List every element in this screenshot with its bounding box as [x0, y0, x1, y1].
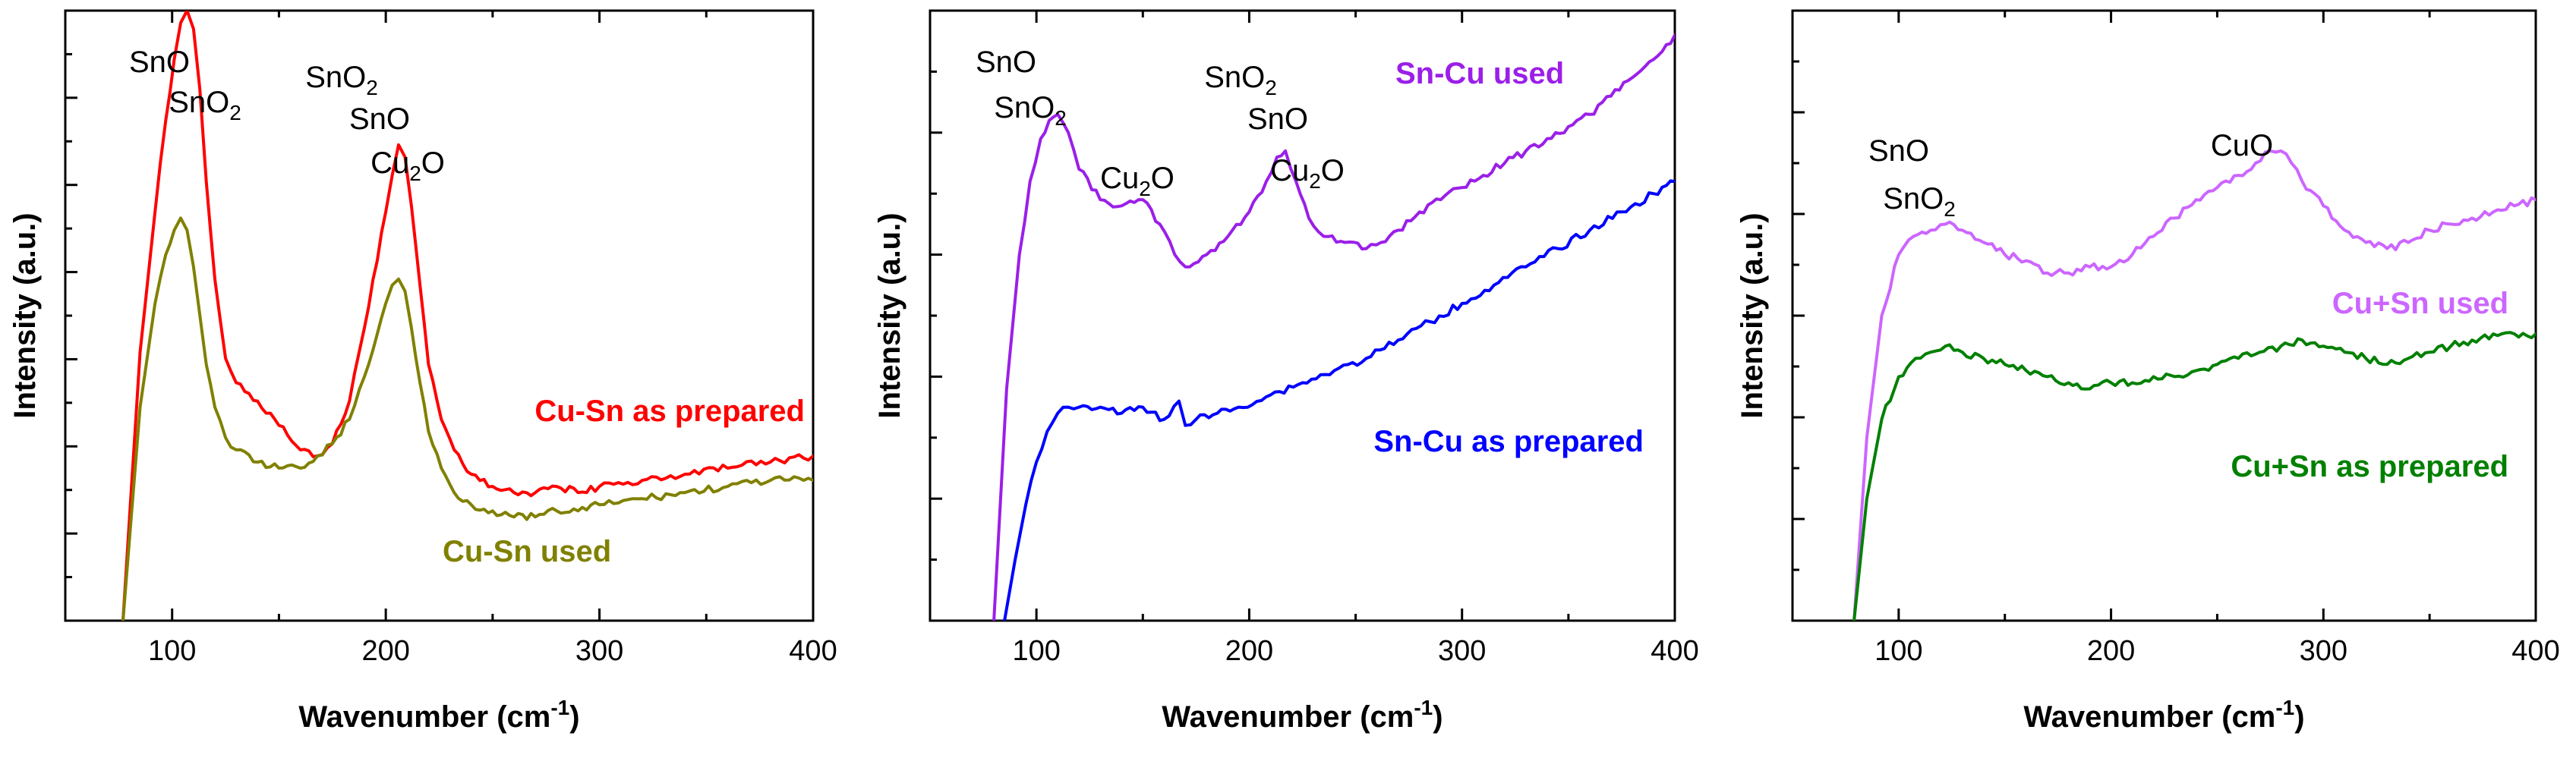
legend-label: Cu-Sn used: [443, 535, 611, 568]
peak-annotation-main: SnO: [1883, 182, 1944, 215]
peak-annotation-main: SnO: [1204, 61, 1265, 94]
series-line-2: [1003, 179, 1675, 621]
chart-panel-2: 100 200 300 400 Wavenumber (cm-1) Intensity (…: [873, 9, 1699, 734]
x-tick-label: 100: [148, 635, 196, 667]
chart-panel-1: 100 200 300 400 Wavenumber (cm-1) Intensity (…: [8, 9, 837, 734]
series-line-2: [121, 216, 813, 621]
peak-annotation-sub: 2: [1139, 177, 1151, 200]
x-tick-label: 300: [2300, 635, 2347, 667]
peak-annotation-main: SnO: [976, 46, 1036, 79]
peak-annotation-main: Cu: [370, 146, 409, 180]
x-axis-title-main: Wavenumber (cm: [1162, 700, 1414, 734]
peak-annotation-main: SnO: [305, 61, 366, 94]
x-axis-title-sup: -1: [2275, 696, 2294, 719]
peak-annotation: SnO2: [169, 86, 241, 124]
x-tick-label: 400: [1651, 635, 1698, 667]
series-line-2: [1852, 331, 2536, 621]
peak-annotation: SnO2: [1204, 61, 1277, 99]
peak-annotation: SnO: [129, 46, 190, 79]
peak-annotation-main: CuO: [2211, 129, 2273, 162]
chart-panel-3: 100 200 300 400 Wavenumber (cm-1) Intensity (…: [1736, 9, 2560, 734]
peak-annotation-sub: 2: [366, 76, 378, 99]
x-tick-label: 200: [1225, 635, 1273, 667]
x-axis-title-sup: -1: [550, 696, 569, 719]
peak-annotation-sub: 2: [409, 162, 421, 185]
legend-label: Cu+Sn as prepared: [2231, 450, 2508, 483]
x-tick-label: 100: [1012, 635, 1060, 667]
x-axis-title: Wavenumber (cm-1): [1162, 696, 1442, 734]
x-axis-title: Wavenumber (cm-1): [298, 696, 579, 734]
peak-annotation-main: Cu: [1100, 162, 1139, 195]
y-axis-title: Intensity (a.u.): [1736, 212, 1769, 418]
y-axis-title: Intensity (a.u.): [8, 212, 42, 418]
x-axis-title-close: ): [2294, 700, 2304, 734]
legend-label: Sn-Cu used: [1395, 57, 1564, 90]
peak-annotation-sub: 2: [1055, 106, 1067, 130]
peak-annotation: SnO: [349, 102, 410, 136]
x-axis-title-main: Wavenumber (cm: [298, 700, 550, 734]
legend-label: Cu+Sn used: [2332, 287, 2508, 320]
peak-annotation: SnO: [976, 46, 1036, 79]
peak-annotation-main: Cu: [1270, 154, 1309, 187]
peak-annotation: SnO2: [1883, 182, 1956, 221]
x-axis-title-close: ): [569, 700, 579, 734]
peak-annotation: SnO: [1868, 134, 1929, 168]
x-tick-label: 300: [575, 635, 623, 667]
peak-annotation-main: SnO: [994, 91, 1055, 124]
x-axis-title-main: Wavenumber (cm: [2023, 700, 2275, 734]
x-axis-title: Wavenumber (cm-1): [2023, 696, 2304, 734]
series-line-1: [992, 33, 1675, 621]
legend-label: Cu-Sn as prepared: [534, 395, 805, 428]
peak-annotation: CuO: [2211, 129, 2273, 162]
x-tick-label: 200: [2087, 635, 2135, 667]
peak-annotation-tail: O: [1151, 162, 1174, 195]
peak-annotation-tail: O: [1321, 154, 1345, 187]
series-line-1: [121, 11, 813, 621]
peak-annotation: Cu2O: [1100, 162, 1174, 200]
x-tick-label: 400: [789, 635, 837, 667]
peak-annotation-main: SnO: [1247, 102, 1308, 136]
peak-annotation-main: SnO: [1868, 134, 1929, 168]
peak-annotation: SnO2: [305, 61, 378, 99]
peak-annotation: SnO2: [994, 91, 1067, 130]
peak-annotation-sub: 2: [229, 101, 241, 124]
x-axis-title-sup: -1: [1414, 696, 1433, 719]
peak-annotation-main: SnO: [349, 102, 410, 136]
peak-annotation: Cu2O: [1270, 154, 1345, 193]
peak-annotation-tail: O: [421, 146, 445, 180]
peak-annotation: Cu2O: [370, 146, 445, 185]
peak-annotation-main: SnO: [169, 86, 229, 119]
y-axis-title: Intensity (a.u.): [873, 212, 906, 418]
peak-annotation-sub: 2: [1265, 76, 1277, 99]
x-axis-title-close: ): [1433, 700, 1442, 734]
peak-annotation-main: SnO: [129, 46, 190, 79]
legend-label: Sn-Cu as prepared: [1373, 425, 1644, 458]
x-tick-label: 300: [1438, 635, 1486, 667]
peak-annotation-sub: 2: [1944, 197, 1956, 221]
x-tick-label: 200: [361, 635, 409, 667]
peak-annotation-sub: 2: [1309, 169, 1321, 193]
series-line-1: [1852, 149, 2536, 621]
x-tick-label: 400: [2511, 635, 2559, 667]
peak-annotation: SnO: [1247, 102, 1308, 136]
x-tick-label: 100: [1874, 635, 1922, 667]
